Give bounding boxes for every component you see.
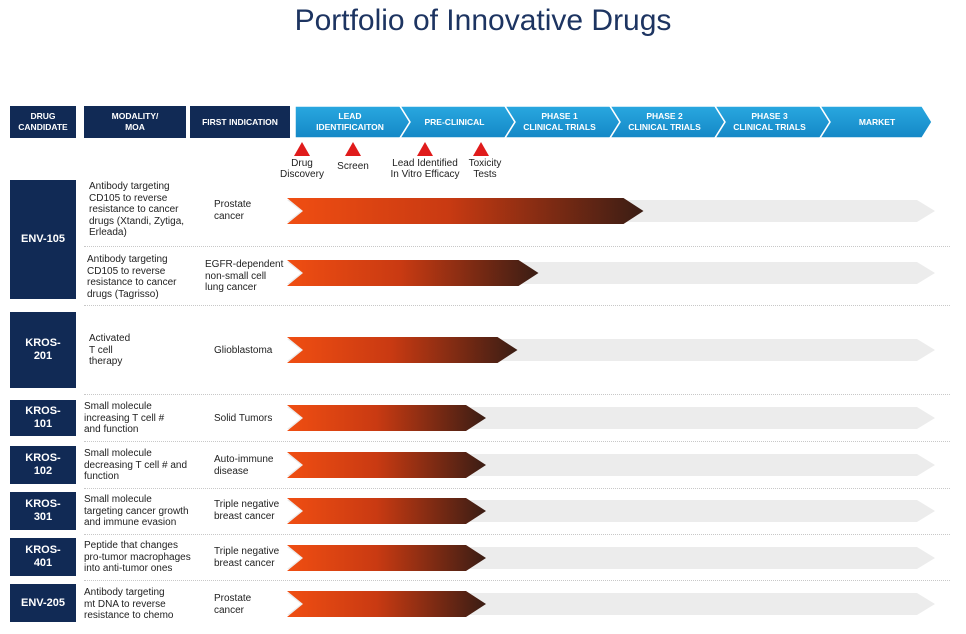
row-divider [84, 580, 950, 581]
progress-arrow [287, 198, 644, 224]
milestone-marker-icon [473, 142, 489, 156]
header-first-indication: FIRST INDICATION [190, 106, 290, 138]
moa-text: Antibody targeting CD105 to reverse resi… [89, 181, 185, 238]
moa-text: Antibody targeting CD105 to reverse resi… [87, 254, 177, 300]
indication-text: Solid Tumors [214, 413, 273, 424]
stage-chevron [818, 105, 933, 139]
candidate-env-205: ENV-205 [10, 584, 76, 622]
candidate-kros-401: KROS- 401 [10, 538, 76, 576]
moa-text: Activated T cell therapy [89, 333, 131, 367]
milestone-marker-icon [345, 142, 361, 156]
indication-text: Triple negative breast cancer [214, 499, 280, 522]
header-stage-phase2: PHASE 2 CLINICAL TRIALS [628, 111, 701, 132]
moa-text: Peptide that changes pro-tumor macrophag… [84, 540, 191, 574]
indication-text: EGFR-dependent non-small cell lung cance… [205, 259, 284, 293]
progress-arrow [287, 591, 486, 617]
row-divider [84, 534, 950, 535]
row-divider [84, 305, 950, 306]
row-divider [84, 441, 950, 442]
progress-arrow [287, 405, 486, 431]
candidate-kros-301: KROS- 301 [10, 492, 76, 530]
progress-arrow [287, 337, 518, 363]
moa-text: Antibody targeting mt DNA to reverse res… [84, 587, 174, 621]
candidate-env-105: ENV-105 [10, 180, 76, 299]
candidate-kros-102: KROS- 102 [10, 446, 76, 484]
header-drug-candidate: DRUG CANDIDATE [10, 106, 76, 138]
row-divider [84, 246, 950, 247]
marker-label-screen: Screen [337, 161, 369, 172]
candidate-kros-201: KROS- 201 [10, 312, 76, 388]
progress-arrow [287, 498, 486, 524]
marker-label-drug-discovery: Drug Discovery [280, 158, 324, 180]
row-divider [84, 394, 950, 395]
header-modality: MODALITY/ MOA [84, 106, 186, 138]
page-title: Portfolio of Innovative Drugs [294, 4, 672, 37]
progress-arrow [287, 452, 486, 478]
marker-label-toxicity: Toxicity Tests [468, 158, 502, 180]
marker-label-lead-identified: Lead Identified In Vitro Efficacy [390, 158, 460, 180]
header-stage-phase1: PHASE 1 CLINICAL TRIALS [523, 111, 596, 132]
progress-arrow [287, 545, 486, 571]
milestone-marker-icon [294, 142, 310, 156]
indication-text: Prostate cancer [214, 593, 252, 616]
header-stage-phase3: PHASE 3 CLINICAL TRIALS [733, 111, 806, 132]
moa-text: Small molecule decreasing T cell # and f… [84, 448, 188, 482]
moa-text: Small molecule targeting cancer growth a… [84, 494, 189, 528]
header-stage-market: MARKET [858, 116, 896, 127]
indication-text: Auto-immune disease [214, 454, 274, 477]
moa-text: Small molecule increasing T cell # and f… [84, 401, 165, 435]
milestone-marker-icon [417, 142, 433, 156]
indication-text: Triple negative breast cancer [214, 546, 280, 569]
progress-arrow [287, 260, 539, 286]
header-stage-lead: LEAD IDENTIFICAITON [316, 111, 384, 132]
indication-text: Glioblastoma [214, 345, 273, 356]
header-stage-preclinical: PRE-CLINICAL [424, 116, 485, 127]
candidate-kros-101: KROS- 101 [10, 400, 76, 436]
indication-text: Prostate cancer [214, 199, 252, 222]
row-divider [84, 488, 950, 489]
